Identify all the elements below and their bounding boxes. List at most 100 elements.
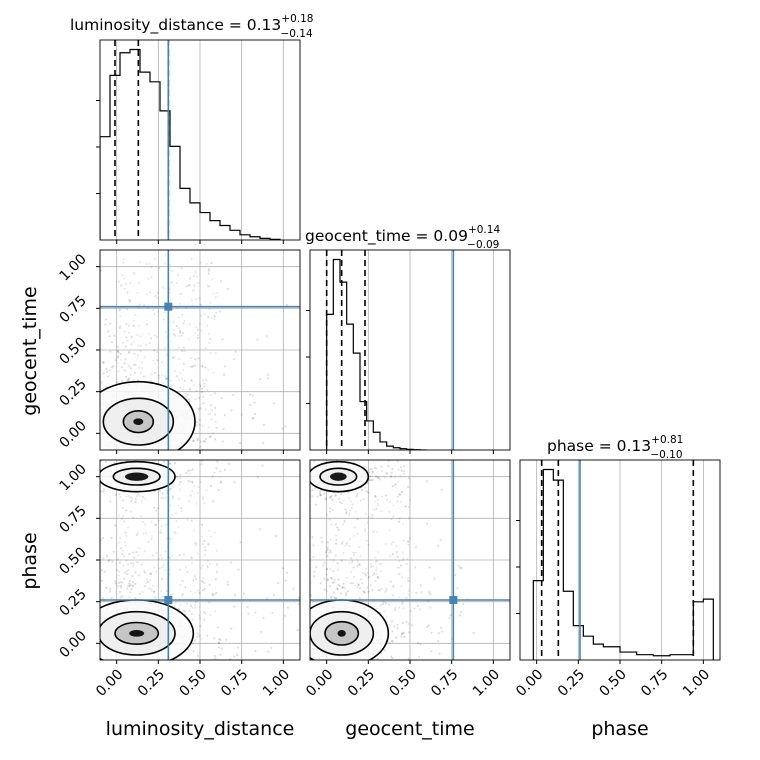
sample-point (114, 359, 117, 362)
sample-point (376, 707, 378, 709)
sample-point (340, 699, 342, 701)
sample-point (356, 518, 359, 521)
sample-point (313, 460, 316, 463)
sample-point (198, 418, 201, 422)
sample-point (207, 426, 210, 429)
sample-point (108, 369, 111, 372)
sample-point (131, 678, 133, 680)
sample-point (127, 377, 131, 380)
sample-point (346, 543, 349, 546)
sample-point (380, 510, 383, 513)
sample-point (105, 554, 109, 557)
sample-point (150, 265, 153, 268)
sample-point (209, 394, 212, 397)
sample-point (416, 642, 419, 645)
sample-point (174, 369, 177, 372)
sample-point (165, 537, 168, 540)
sample-point (114, 580, 117, 583)
sample-point (225, 638, 228, 641)
sample-point (351, 559, 354, 562)
sample-point (266, 373, 269, 376)
sample-point (92, 683, 94, 685)
sample-point (84, 537, 86, 539)
sample-point (131, 685, 133, 687)
sample-point (428, 566, 431, 569)
sample-point (316, 668, 318, 670)
sample-point (205, 263, 208, 266)
sample-point (142, 532, 145, 535)
sample-point (623, 553, 625, 555)
sample-point (244, 701, 246, 703)
sample-point (311, 536, 314, 539)
sample-point (174, 531, 177, 534)
sample-point (363, 572, 367, 575)
sample-point (177, 498, 180, 501)
sample-point (156, 296, 159, 299)
panel-geocent-time-vs-phase: 0.00 0.25 0.50 0.75 1.00 (302, 459, 625, 719)
sample-point (136, 292, 139, 295)
sample-point (358, 563, 361, 566)
sample-point (165, 488, 168, 492)
sample-point (343, 679, 345, 681)
sample-point (155, 744, 157, 746)
sample-point (259, 377, 262, 381)
sample-point (155, 551, 158, 554)
sample-point (307, 714, 309, 716)
sample-point (192, 650, 195, 653)
sample-point (180, 509, 183, 512)
y-tick-label: 0.25 (56, 376, 89, 409)
sample-point (307, 656, 309, 658)
sample-point (116, 743, 118, 745)
title-geocent-time: geocent_time = 0.09+0.14 −0.09 (305, 224, 500, 251)
sample-point (175, 281, 178, 284)
sample-point (122, 549, 125, 552)
sample-point (208, 332, 211, 335)
sample-point (191, 481, 194, 484)
sample-point (396, 495, 400, 498)
sample-point (117, 355, 120, 358)
sample-point (195, 502, 198, 505)
sample-point (330, 595, 333, 598)
sample-point (346, 590, 350, 593)
sample-point (201, 523, 204, 526)
sample-point (336, 717, 338, 719)
sample-point (123, 287, 126, 290)
sample-point (171, 593, 174, 596)
sample-point (345, 541, 348, 545)
sample-point (116, 558, 119, 561)
sample-point (207, 413, 210, 416)
sample-point (389, 500, 392, 503)
sample-point (375, 566, 378, 569)
sample-point (237, 478, 239, 480)
sample-point (206, 543, 209, 546)
sample-point (356, 532, 359, 535)
sample-point (144, 585, 147, 588)
sample-point (329, 549, 332, 552)
sample-point (107, 375, 110, 378)
sample-point (188, 365, 191, 368)
sample-point (199, 407, 202, 410)
sample-point (401, 632, 404, 635)
sample-point (134, 571, 137, 574)
sample-point (127, 675, 129, 677)
sample-point (303, 337, 305, 339)
sample-point (170, 694, 172, 696)
sample-point (364, 528, 367, 531)
sample-point (178, 664, 180, 666)
sample-point (156, 351, 159, 354)
sample-point (302, 575, 304, 577)
sample-point (136, 560, 139, 564)
sample-point (146, 307, 149, 310)
sample-point (150, 337, 153, 340)
sample-point (335, 695, 337, 697)
sample-point (374, 500, 377, 503)
sample-point (130, 661, 132, 663)
sample-point (303, 626, 305, 628)
sample-point (326, 579, 330, 582)
sample-point (121, 341, 124, 344)
x-tick-label: 0.25 (345, 666, 378, 699)
sample-point (91, 611, 93, 613)
sample-point (109, 500, 112, 503)
sample-point (89, 613, 91, 615)
sample-point (75, 671, 77, 673)
